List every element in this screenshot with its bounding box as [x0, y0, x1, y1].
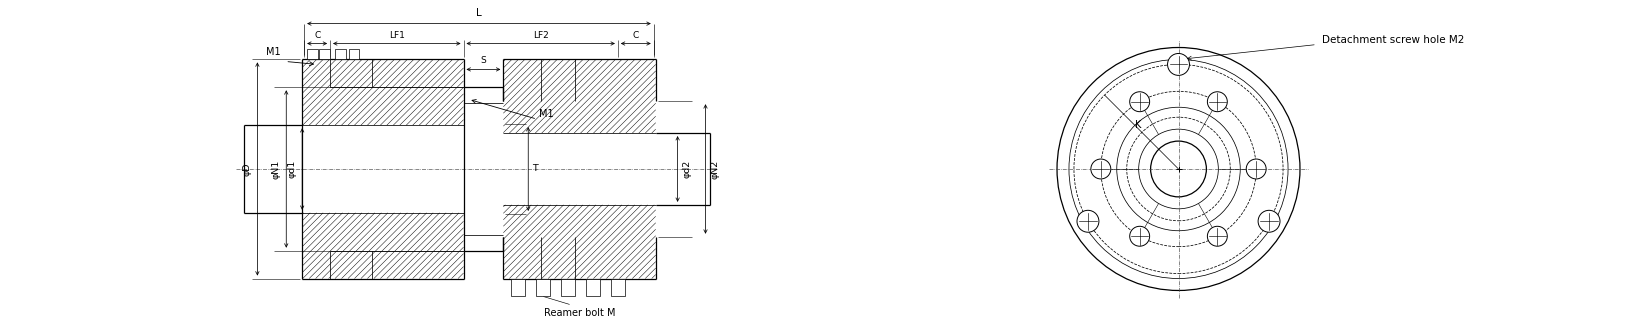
Text: S: S: [481, 56, 486, 66]
Text: Reamer bolt M: Reamer bolt M: [544, 308, 616, 318]
Text: φN2: φN2: [710, 159, 720, 179]
Text: L: L: [476, 8, 483, 18]
Text: T: T: [532, 165, 539, 173]
Text: Detachment screw hole M2: Detachment screw hole M2: [1323, 34, 1464, 44]
Text: LF1: LF1: [389, 30, 405, 39]
Text: φN1: φN1: [272, 159, 280, 179]
Text: C: C: [315, 30, 320, 39]
Bar: [611, 278, 624, 297]
Text: φd1: φd1: [287, 160, 296, 178]
Text: K: K: [1135, 120, 1141, 130]
Text: M1: M1: [539, 109, 553, 119]
Circle shape: [1090, 159, 1110, 179]
Bar: [306, 50, 318, 60]
Bar: [318, 50, 329, 60]
Bar: [537, 278, 550, 297]
Circle shape: [1168, 54, 1189, 75]
Text: C: C: [632, 30, 639, 39]
Circle shape: [1077, 210, 1099, 232]
Bar: [511, 278, 525, 297]
Bar: [586, 278, 600, 297]
Bar: [562, 278, 575, 297]
Circle shape: [1207, 226, 1227, 246]
Circle shape: [1207, 92, 1227, 112]
Bar: [334, 50, 346, 60]
Circle shape: [1130, 92, 1150, 112]
Circle shape: [1247, 159, 1267, 179]
Bar: [349, 50, 359, 60]
Text: φD: φD: [242, 162, 252, 176]
Circle shape: [1130, 226, 1150, 246]
Text: LF2: LF2: [534, 30, 548, 39]
Text: φd2: φd2: [682, 160, 692, 178]
Circle shape: [1258, 210, 1280, 232]
Text: M1: M1: [265, 47, 280, 58]
